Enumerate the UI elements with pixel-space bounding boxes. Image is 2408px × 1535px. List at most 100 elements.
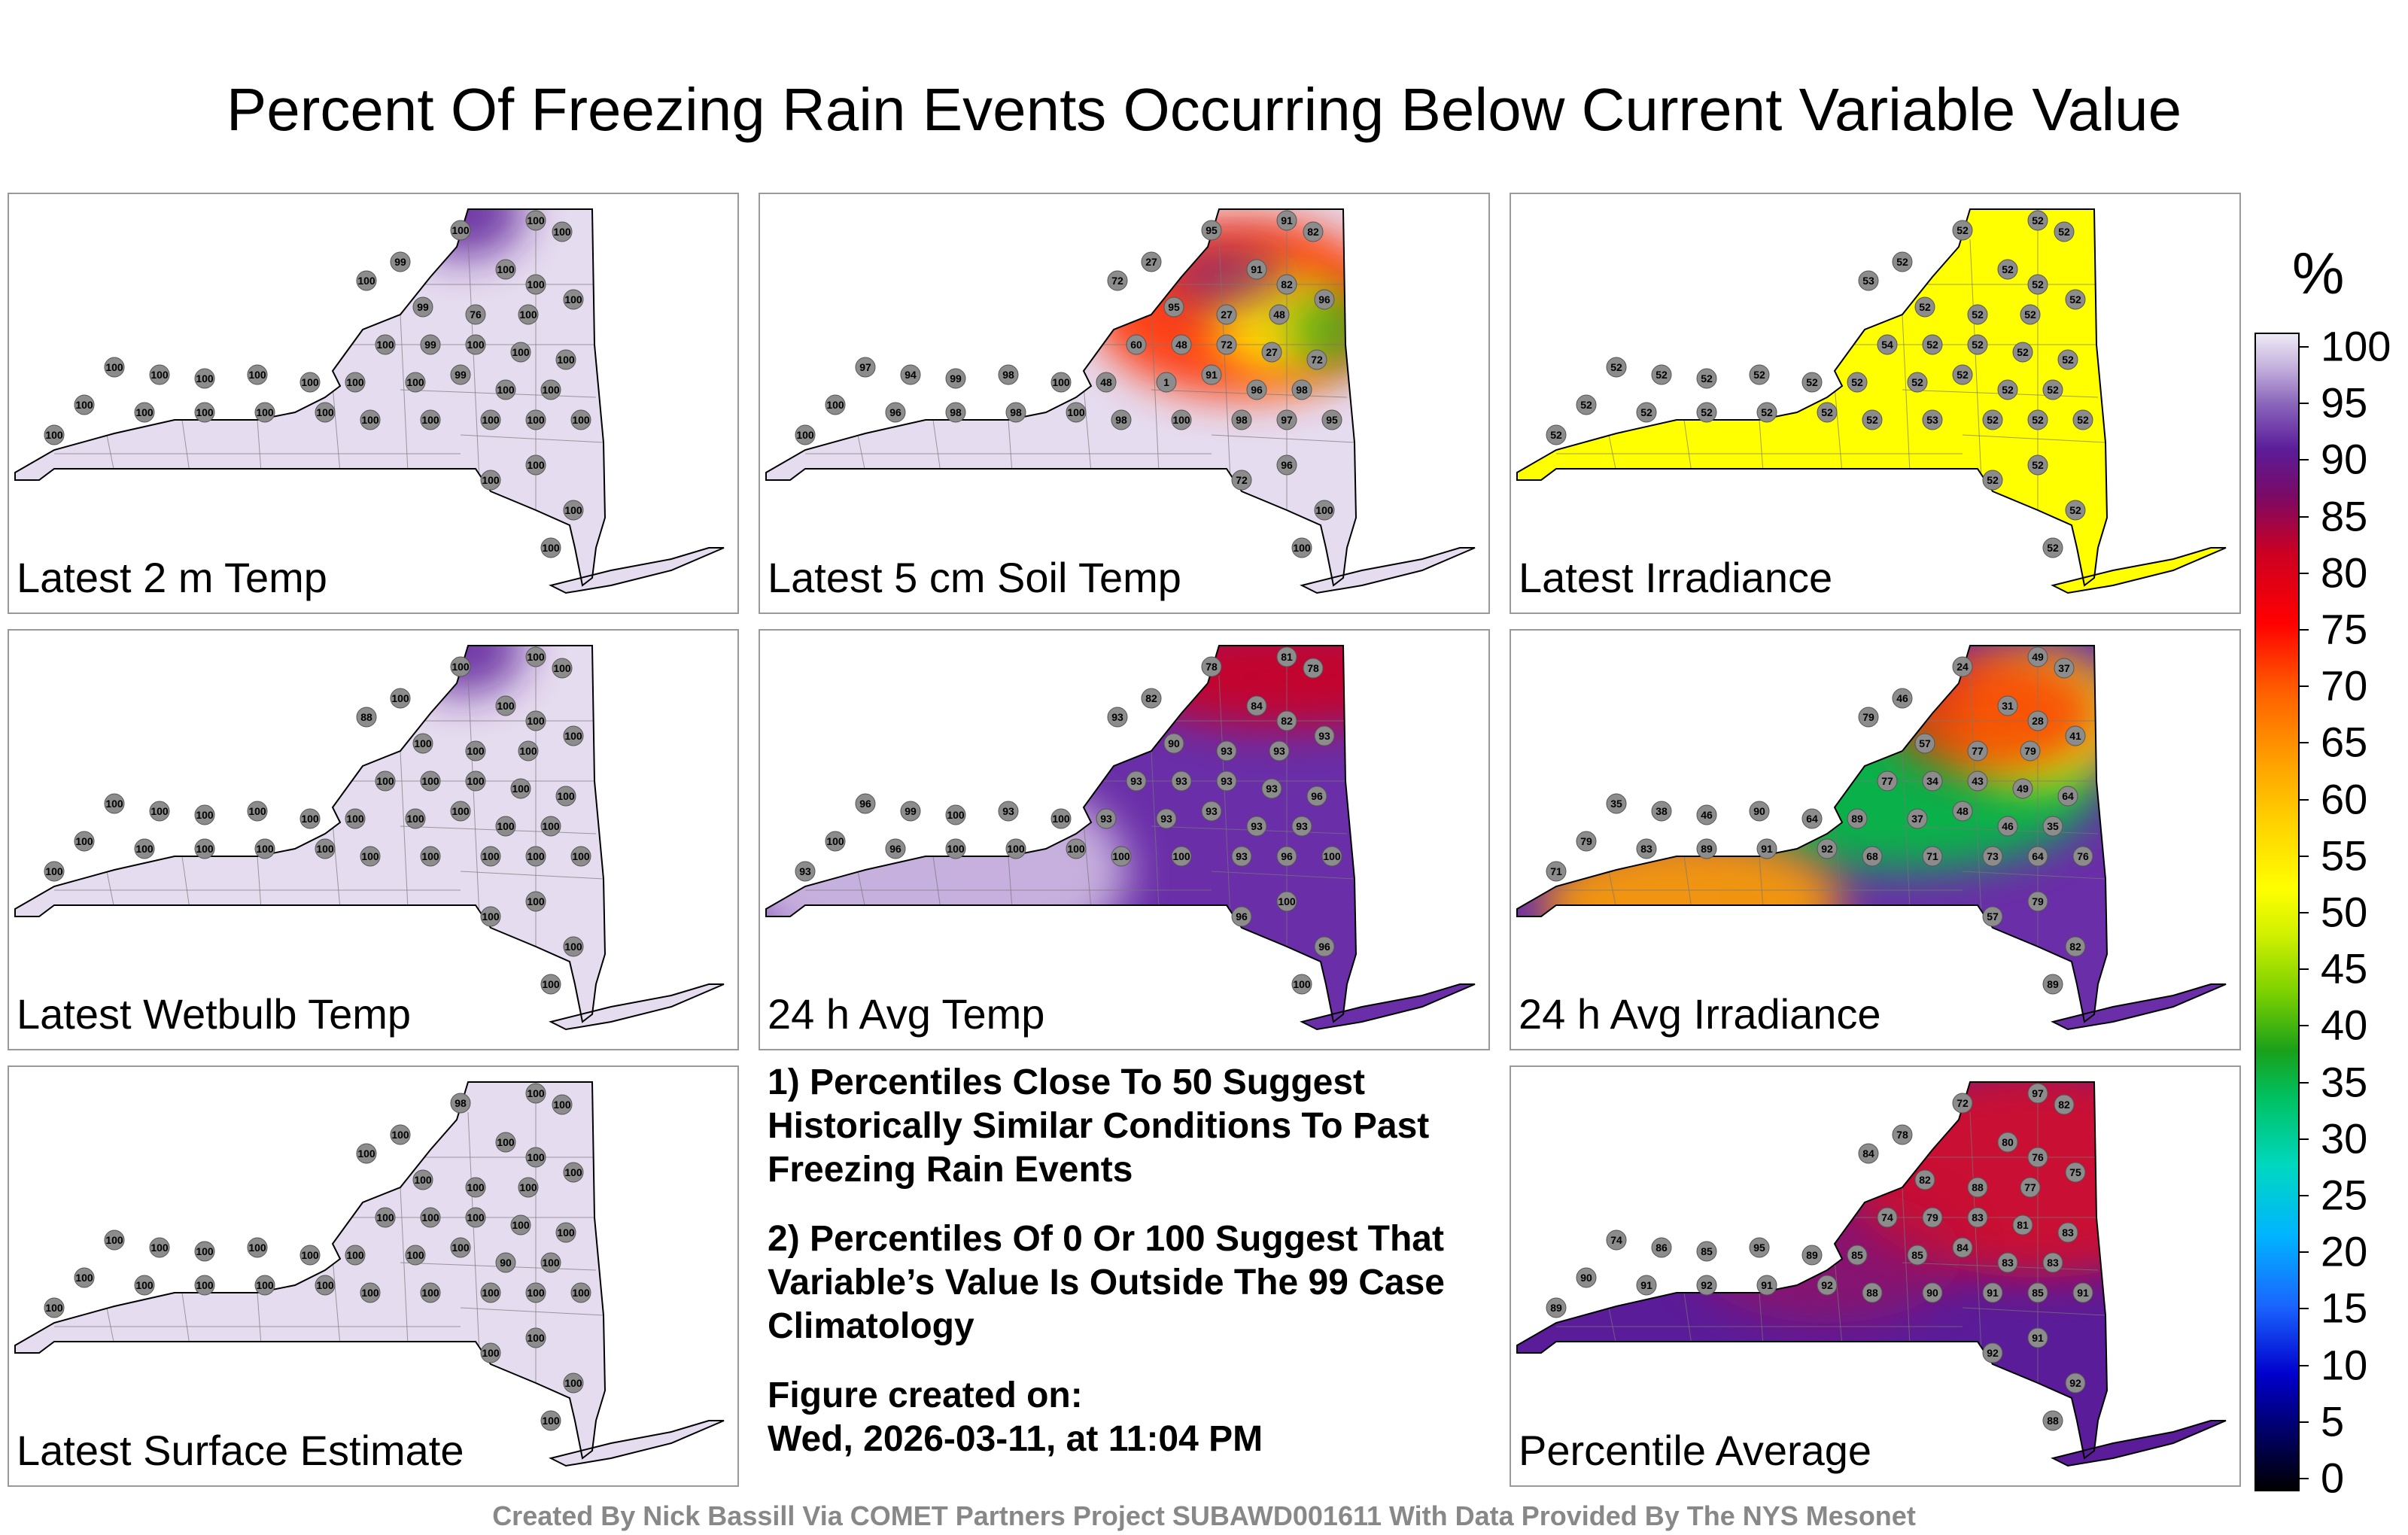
county-line xyxy=(1902,314,1911,473)
station-marker: 52 xyxy=(2065,289,2086,310)
map-panel: 95 91 82 27 72 91 82 95 27 48 96 60 48 72 27 72 48 1 91 96 9… xyxy=(759,193,1490,614)
station-marker: 100 xyxy=(510,1214,531,1236)
station-marker: 93 xyxy=(1096,808,1117,829)
station-marker: 64 xyxy=(2057,786,2078,807)
station-marker: 100 xyxy=(74,394,95,415)
station-marker: 100 xyxy=(570,846,591,867)
station-value: 100 xyxy=(527,1332,545,1344)
station-value: 96 xyxy=(1251,384,1263,396)
station-value: 100 xyxy=(135,406,154,418)
map-panel: 100 100 100 99 100 100 100 99 76 100 100 100 99 100 10… xyxy=(8,193,739,614)
station-value: 89 xyxy=(1550,1302,1562,1314)
station-marker: 52 xyxy=(2065,500,2086,521)
station-marker: 100 xyxy=(194,1241,215,1262)
station-marker: 95 xyxy=(1321,409,1342,430)
station-marker: 100 xyxy=(540,974,561,995)
station-marker: 91 xyxy=(1756,838,1777,859)
station-marker: 99 xyxy=(412,296,433,318)
county-line xyxy=(1969,239,1982,481)
station-value: 78 xyxy=(1206,661,1218,673)
station-marker: 99 xyxy=(450,364,471,385)
colorbar-tick xyxy=(2300,855,2309,857)
station-value: 100 xyxy=(421,775,439,787)
station-value: 52 xyxy=(2002,384,2014,396)
station-marker: 100 xyxy=(44,424,65,445)
station-marker: 52 xyxy=(1636,402,1657,423)
station-value: 100 xyxy=(196,372,214,385)
station-value: 100 xyxy=(316,1279,334,1291)
station-marker: 93 xyxy=(1314,725,1335,746)
station-marker: 52 xyxy=(1952,220,1973,241)
map-svg: 52 52 52 52 53 52 52 52 52 52 52 54 52 52 52 52 52 52 52 52… xyxy=(1516,208,2227,594)
station-value: 100 xyxy=(527,651,545,663)
station-value: 100 xyxy=(467,745,485,757)
station-value: 93 xyxy=(1296,820,1308,832)
station-marker: 52 xyxy=(1997,259,2018,280)
county-line xyxy=(1962,434,2106,443)
station-marker: 100 xyxy=(945,838,966,859)
station-value: 48 xyxy=(1273,309,1285,321)
station-marker: 100 xyxy=(525,891,546,912)
station-value: 91 xyxy=(1761,1279,1773,1291)
colorbar-tick xyxy=(2300,459,2309,461)
colorbar-tick xyxy=(2300,742,2309,744)
station-marker: 52 xyxy=(1576,394,1597,415)
station-value: 100 xyxy=(1067,406,1085,418)
station-value: 100 xyxy=(542,820,560,832)
station-value: 52 xyxy=(2032,414,2044,426)
station-value: 27 xyxy=(1145,256,1157,268)
long-island-outline xyxy=(1300,983,1476,1031)
station-marker: 91 xyxy=(1756,1275,1777,1296)
station-marker: 52 xyxy=(1914,296,1935,318)
station-marker: 78 xyxy=(1892,1124,1913,1145)
county-line xyxy=(1211,871,1355,880)
station-value: 100 xyxy=(105,361,123,373)
station-marker: 100 xyxy=(104,1230,125,1251)
county-line xyxy=(467,239,480,481)
station-value: 100 xyxy=(451,1242,470,1254)
map-panel: 100 100 100 100 88 100 100 100 100 100 100 100 100 10… xyxy=(8,629,739,1050)
station-marker: 100 xyxy=(563,1372,584,1394)
station-value: 46 xyxy=(1896,692,1908,704)
station-marker: 100 xyxy=(563,936,584,957)
station-value: 100 xyxy=(105,798,123,810)
station-marker: 79 xyxy=(1858,707,1879,728)
station-value: 100 xyxy=(150,805,169,817)
colorbar-tick-label: 30 xyxy=(2321,1114,2368,1163)
station-marker: 100 xyxy=(552,221,573,242)
station-value: 64 xyxy=(2032,850,2044,862)
station-marker: 81 xyxy=(2012,1214,2033,1236)
station-marker: 27 xyxy=(1216,304,1237,325)
station-marker: 100 xyxy=(420,409,441,430)
station-value: 100 xyxy=(497,700,515,712)
station-value: 1 xyxy=(1163,376,1169,388)
station-marker: 100 xyxy=(480,846,501,867)
station-marker: 92 xyxy=(2065,1372,2086,1394)
long-island-outline xyxy=(2051,547,2227,594)
station-marker: 73 xyxy=(1982,846,2003,867)
station-value: 93 xyxy=(1206,805,1218,817)
station-marker: 92 xyxy=(1696,1275,1717,1296)
station-value: 100 xyxy=(497,263,515,275)
station-marker: 71 xyxy=(1922,846,1943,867)
station-value: 100 xyxy=(421,1287,439,1299)
station-value: 100 xyxy=(150,1242,169,1254)
station-value: 100 xyxy=(572,850,590,862)
station-value: 100 xyxy=(572,1287,590,1299)
station-value: 100 xyxy=(421,1211,439,1223)
station-marker: 100 xyxy=(510,342,531,363)
station-marker: 100 xyxy=(254,838,275,859)
station-marker: 100 xyxy=(390,688,411,709)
figure-created-date: Wed, 2026-03-11, at 11:04 PM xyxy=(768,1419,1263,1459)
county-line xyxy=(1962,871,2106,880)
station-value: 72 xyxy=(1236,474,1248,486)
station-marker: 54 xyxy=(1877,334,1898,355)
station-value: 71 xyxy=(1926,850,1938,862)
station-value: 37 xyxy=(2058,662,2070,674)
station-value: 72 xyxy=(1311,354,1323,366)
station-value: 100 xyxy=(414,737,432,749)
station-value: 95 xyxy=(1326,414,1338,426)
station-value: 100 xyxy=(553,662,571,674)
station-marker: 89 xyxy=(2042,974,2063,995)
station-marker: 98 xyxy=(450,1093,471,1114)
